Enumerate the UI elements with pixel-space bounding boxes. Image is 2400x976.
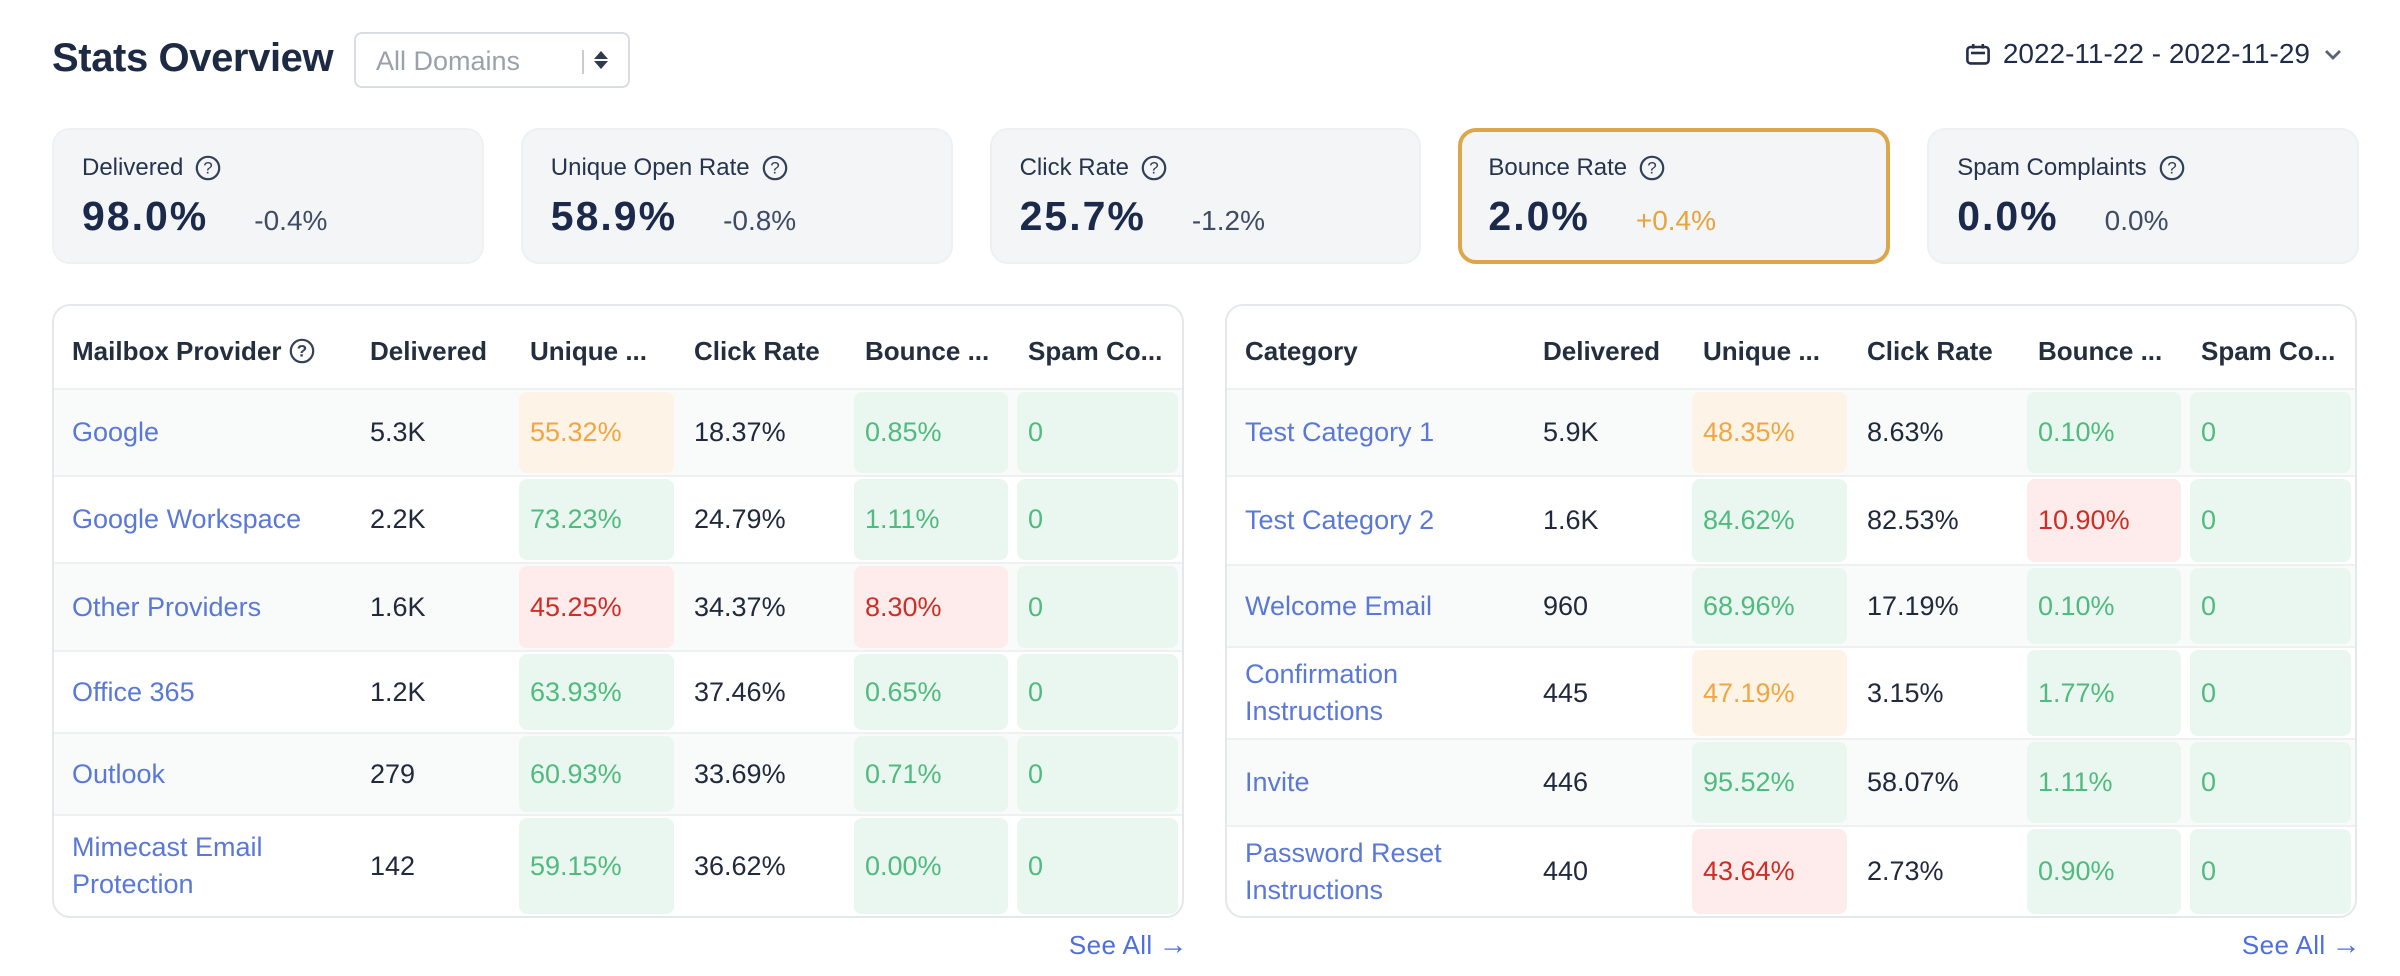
svg-text:?: ? xyxy=(1647,159,1656,178)
svg-text:?: ? xyxy=(2167,159,2176,178)
svg-text:?: ? xyxy=(1149,159,1158,178)
svg-text:?: ? xyxy=(770,159,779,178)
svg-text:?: ? xyxy=(297,341,307,360)
svg-text:?: ? xyxy=(204,159,213,178)
